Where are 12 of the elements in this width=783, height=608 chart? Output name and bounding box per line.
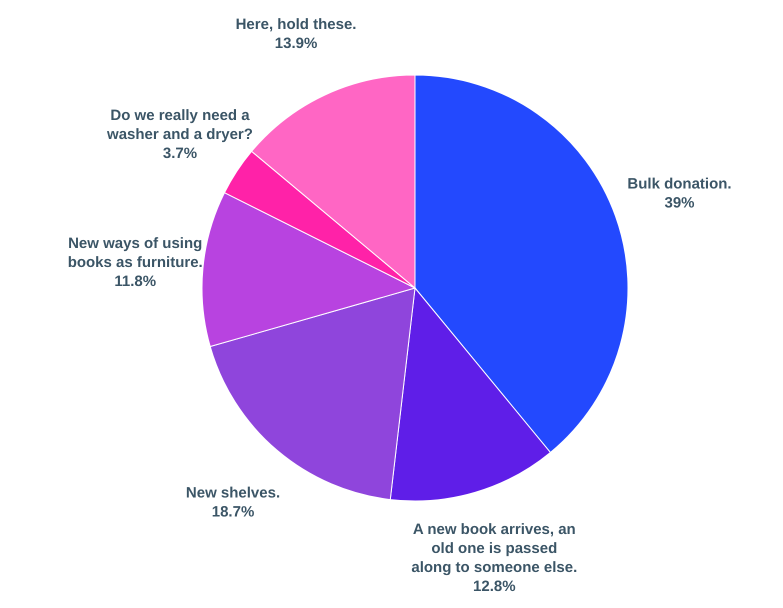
data-label: 13.9% [274,34,318,52]
data-label: 11.8% [114,272,156,290]
data-label: 39% [664,194,695,212]
slice-label: New ways of using books as furniture. [68,234,203,270]
slice-label: Do we really need a washer and a dryer? [106,106,253,142]
slice-label: New shelves. [186,484,280,502]
data-label: 3.7% [162,144,198,162]
data-label: 12.8% [473,578,516,595]
slice-label: Here, hold these. [236,15,356,32]
data-label: 18.7% [212,503,254,520]
slice-label: Bulk donation. [627,175,732,192]
slice-label: A new book arrives, an old one is passed along to someone else. [411,520,578,576]
